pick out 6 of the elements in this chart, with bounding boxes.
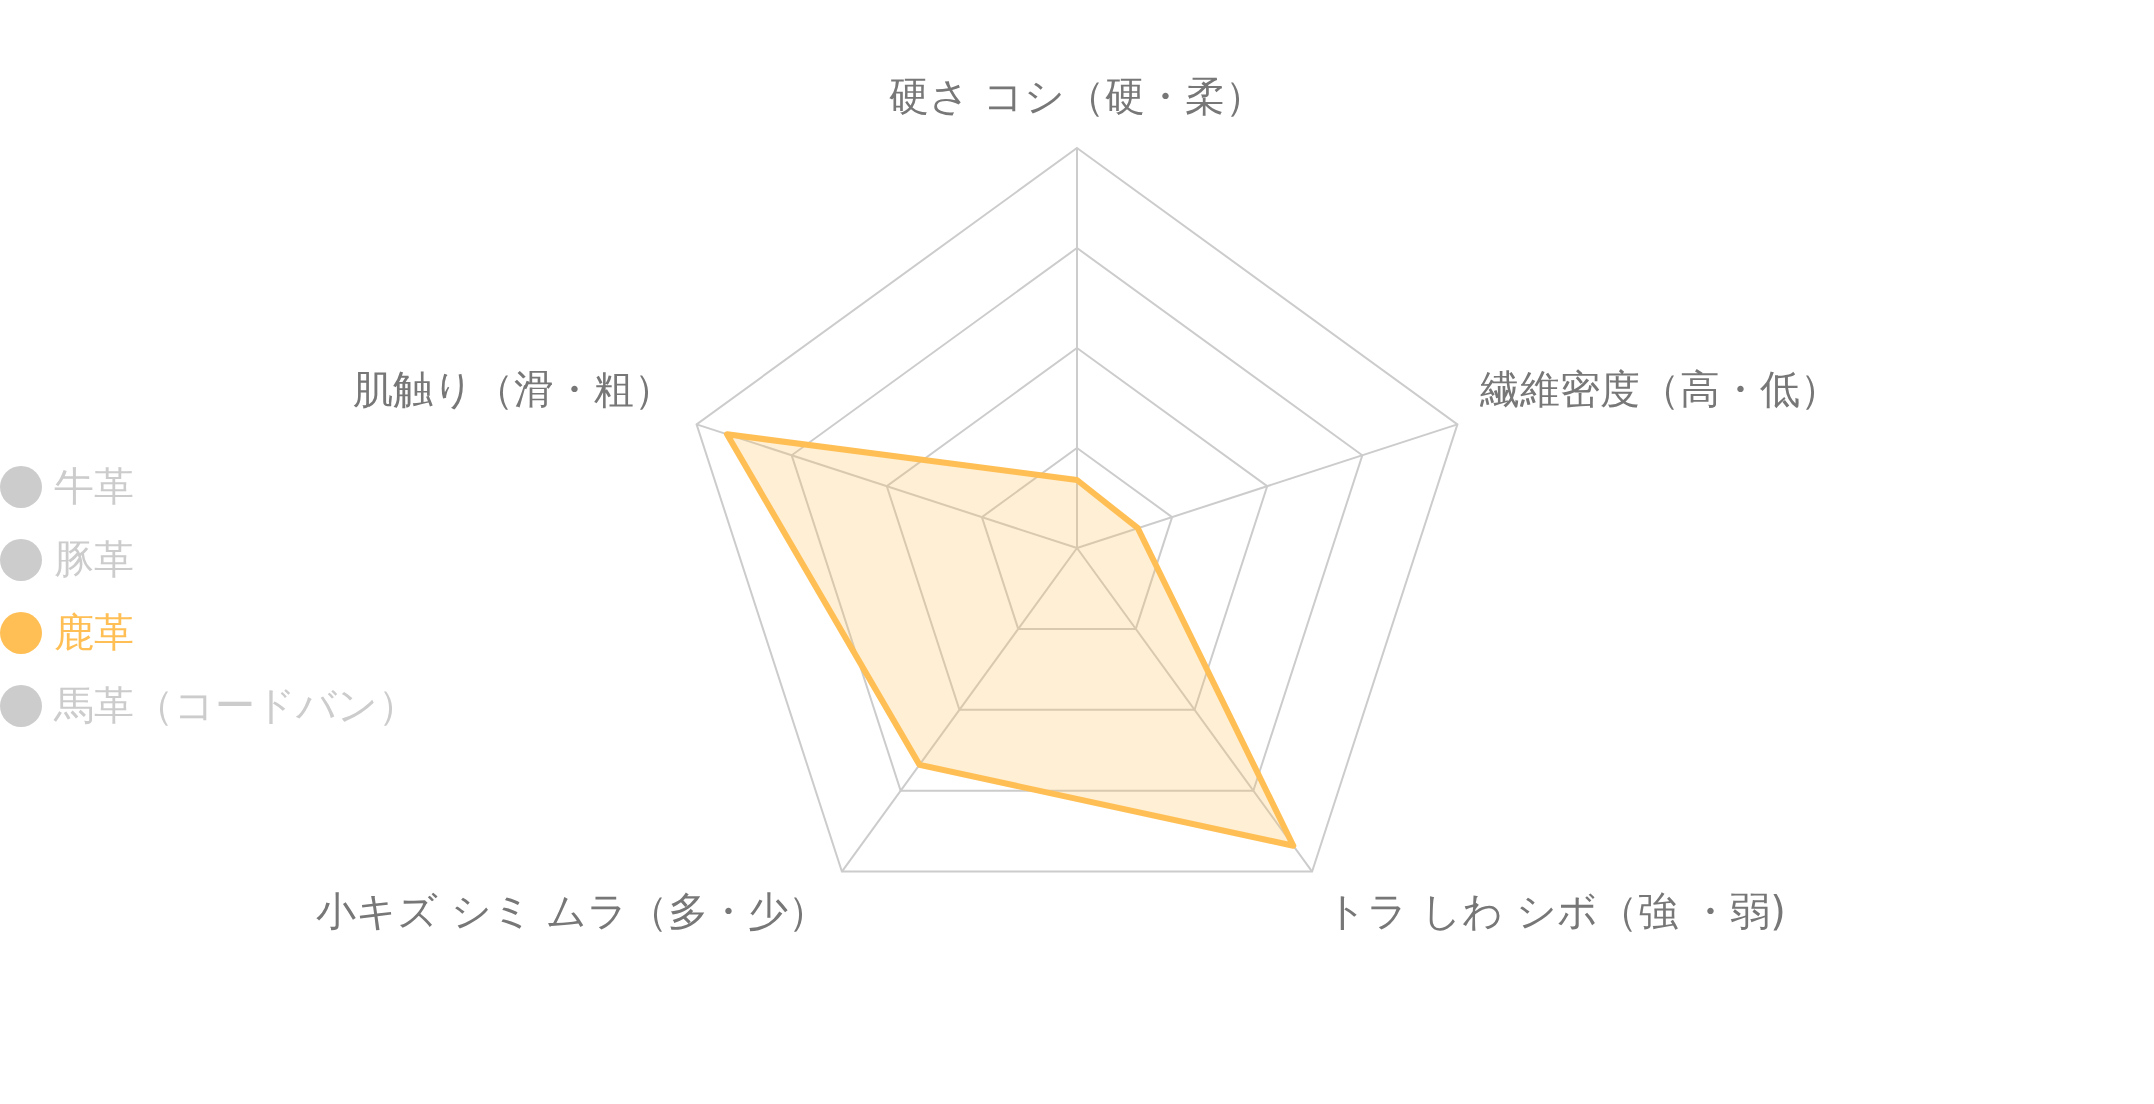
spoke-label: 小キズ シミ ムラ（多・少） [316,888,828,935]
legend-label: 鹿革 [54,608,134,657]
spoke-label: 肌触り（滑・粗） [352,366,674,413]
spoke-label: 硬さ コシ（硬・柔） [889,73,1265,120]
spoke-label: トラ しわ シボ（強 ・弱) [1326,888,1786,935]
spoke-label: 繊維密度（高・低） [1479,366,1841,413]
